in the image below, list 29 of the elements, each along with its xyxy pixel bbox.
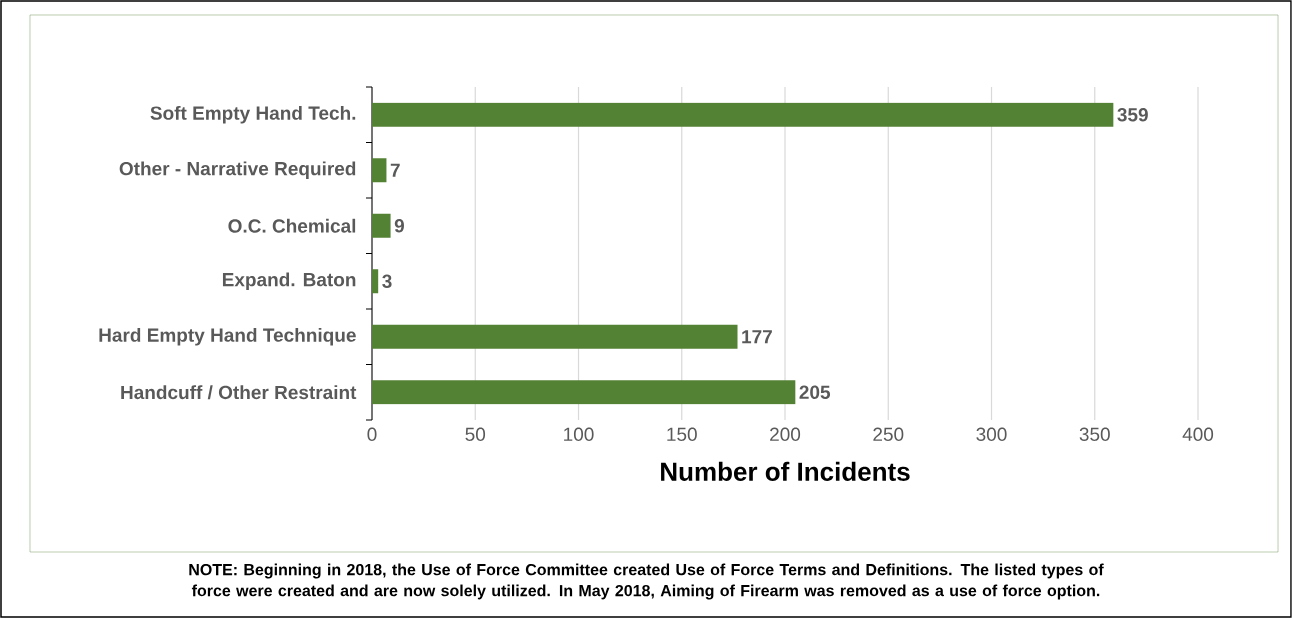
y-tick-label: O.C. Chemical [228,218,356,233]
x-tick-label: 300 [976,427,1007,441]
y-tick-label: Soft Empty Hand Tech. [150,105,356,124]
x-tick-label: 50 [465,427,486,441]
bar [372,213,391,238]
data-label: 359 [1117,108,1148,122]
data-label: 3 [382,274,392,288]
y-tick-label: Expand. Baton [222,272,356,291]
text: NOTE: Beginning in 2018, the Use of Force Committee created Use of Force Terms and Definitions. The listed types of force were created and are now solely utilized. In May 2018, Aiming of Firearm was removed as a use of force option. [189,563,1104,600]
x-axis-title: Number of Incidents [661,461,910,481]
x-tick-label: 150 [667,427,697,441]
data-label: 177 [742,330,772,344]
bar [372,158,387,183]
x-tick-label: 100 [564,427,594,441]
y-tick-label: Hard Empty Hand Technique [99,327,356,346]
x-tick-label: 350 [1079,427,1110,441]
x-tick-label: 400 [1182,427,1214,441]
y-tick-label: Other - Narrative Required [119,161,356,180]
bar [372,380,796,405]
data-label: 7 [390,163,400,177]
bar [372,324,738,349]
y-tick-label: Handcuff / Other Restraint [121,385,357,400]
data-label: 205 [799,385,831,399]
x-tick-label: 250 [873,427,904,441]
bar [372,269,379,294]
bar [372,102,1114,127]
x-tick-label: 0 [367,427,377,441]
data-label: 9 [394,219,404,233]
x-tick-label: 200 [770,427,801,441]
